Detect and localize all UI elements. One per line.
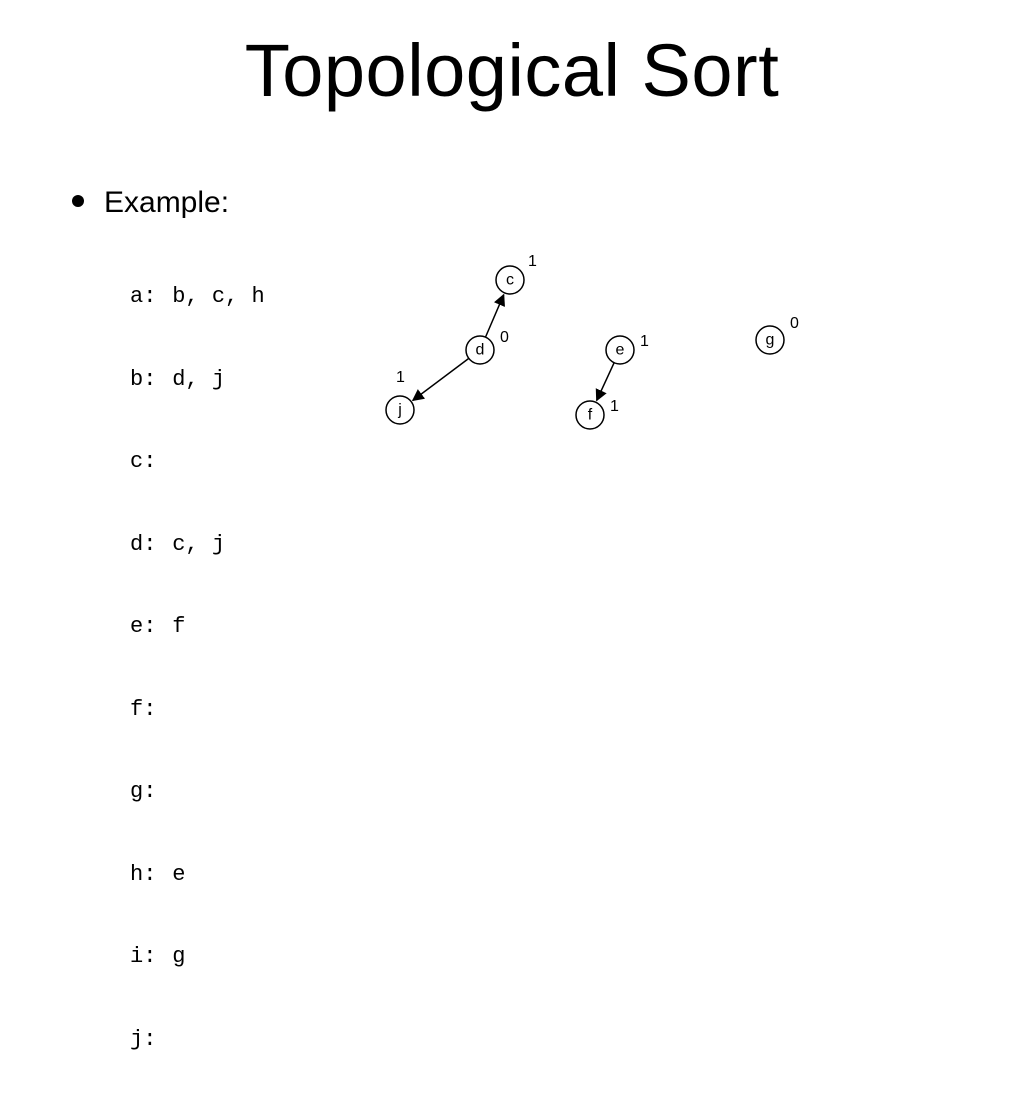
graph-node-label: d — [476, 342, 485, 359]
list-item: b: d, j — [130, 366, 265, 394]
adjacency-list: a: b, c, h b: d, j c: d: c, j e: f f: g:… — [130, 228, 265, 1108]
list-item: f: — [130, 696, 265, 724]
page-title: Topological Sort — [0, 28, 1024, 113]
adj-vals: d, j — [172, 367, 225, 392]
list-item: i: g — [130, 943, 265, 971]
graph-node-count: 1 — [528, 253, 537, 270]
adj-key: b: — [130, 366, 159, 394]
adj-key: j: — [130, 1026, 159, 1054]
adj-key: c: — [130, 448, 159, 476]
adj-vals: e — [172, 862, 185, 887]
graph-edge — [413, 358, 469, 400]
graph-node-label: c — [506, 272, 514, 289]
graph-node-count: 1 — [396, 369, 405, 386]
adj-vals: g — [172, 944, 185, 969]
graph-edge — [597, 363, 614, 401]
list-item: e: f — [130, 613, 265, 641]
graph-node-count: 0 — [790, 315, 799, 332]
adj-key: i: — [130, 943, 159, 971]
adj-key: e: — [130, 613, 159, 641]
list-item: c: — [130, 448, 265, 476]
adj-key: d: — [130, 531, 159, 559]
adj-key: f: — [130, 696, 159, 724]
adj-key: h: — [130, 861, 159, 889]
list-item: g: — [130, 778, 265, 806]
list-item: j: — [130, 1026, 265, 1054]
list-item: d: c, j — [130, 531, 265, 559]
graph-node-count: 1 — [610, 398, 619, 415]
list-item: h: e — [130, 861, 265, 889]
adj-vals: b, c, h — [172, 284, 264, 309]
graph-node-label: j — [397, 402, 402, 419]
graph-node-count: 1 — [640, 333, 649, 350]
example-label: Example: — [104, 186, 229, 220]
adj-key: a: — [130, 283, 159, 311]
graph-node-label: e — [616, 342, 625, 359]
adj-vals: f — [172, 614, 185, 639]
slide: Topological Sort Example: a: b, c, h b: … — [0, 0, 1024, 768]
graph-node-label: g — [766, 332, 775, 349]
bullet-icon — [72, 195, 84, 207]
graph-node-label: f — [588, 407, 593, 424]
graph-node-count: 0 — [500, 329, 509, 346]
adj-key: g: — [130, 778, 159, 806]
adj-vals: c, j — [172, 532, 225, 557]
graph-diagram: c1d0e1j1f1g0 — [370, 240, 830, 460]
list-item: a: b, c, h — [130, 283, 265, 311]
